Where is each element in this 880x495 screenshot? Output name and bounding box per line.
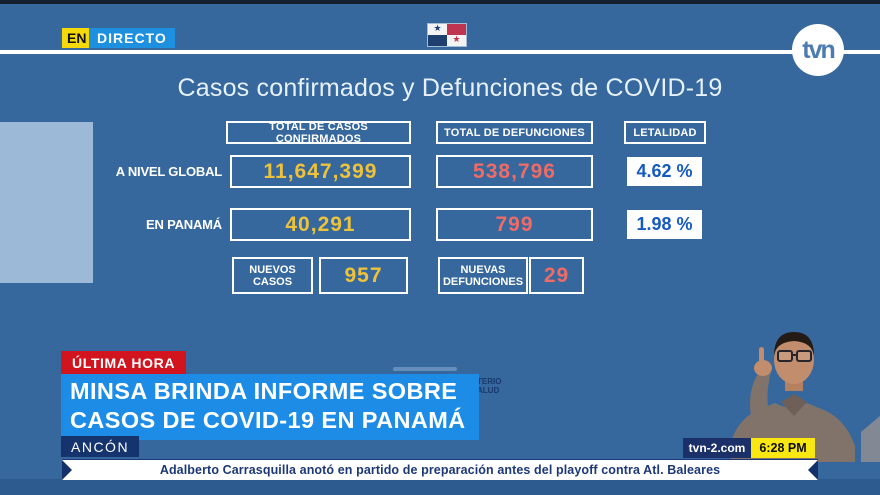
- new-deaths-label: NUEVAS DEFUNCIONES: [442, 263, 524, 288]
- live-badge-en-label: EN: [67, 30, 87, 46]
- panama-flag-icon: ★ ★: [428, 24, 466, 46]
- global-confirmed-value: 11,647,399: [263, 159, 378, 183]
- global-lethality-value: 4.62 %: [636, 161, 693, 181]
- headline-line-2: CASOS DE COVID-19 EN PANAMÁ: [70, 407, 466, 433]
- page-title: Casos confirmados y Defunciones de COVID…: [177, 74, 723, 102]
- interpreter-hair: [774, 332, 814, 356]
- new-cases-value: 957: [344, 263, 383, 287]
- ticker-text: Adalberto Carrasquilla anotó en partido …: [159, 463, 721, 477]
- interpreter-glasses-right: [796, 350, 812, 362]
- location-label: ANCÓN: [71, 438, 130, 455]
- slide-edge-graphic: [0, 122, 93, 283]
- panama-lethality-value: 1.98 %: [636, 214, 693, 234]
- new-deaths-value: 29: [543, 263, 570, 287]
- new-cases-label: NUEVOS CASOS: [249, 263, 296, 288]
- header-divider-line: [0, 50, 880, 54]
- website-badge: tvn-2.com: [683, 438, 751, 458]
- live-badge-directo-label: DIRECTO: [97, 30, 167, 46]
- ticker-chevron-right-icon: [808, 460, 818, 480]
- flag-quadrant-red: [447, 24, 466, 35]
- interpreter-index-finger: [759, 347, 764, 365]
- new-cases-label-box: NUEVOS CASOS: [232, 257, 313, 294]
- new-deaths-label-box: NUEVAS DEFUNCIONES: [438, 257, 528, 294]
- global-lethality-box: 4.62 %: [627, 157, 702, 186]
- tvn-logo-icon: tvn: [792, 24, 844, 76]
- header-total-deaths: TOTAL DE DEFUNCIONES: [436, 121, 593, 144]
- clock-time: 6:28 PM: [759, 441, 807, 455]
- frame-top-edge: [0, 0, 880, 4]
- header-total-confirmed: TOTAL DE CASOS CONFIRMADOS: [226, 121, 411, 145]
- breaking-news-badge: ÚLTIMA HORA: [61, 351, 187, 374]
- global-deaths-value: 538,796: [473, 159, 556, 183]
- frame-bottom-strip: [0, 479, 880, 495]
- panama-confirmed-value: 40,291: [285, 212, 356, 236]
- news-ticker: Adalberto Carrasquilla anotó en partido …: [62, 459, 818, 480]
- panama-deaths-value: 799: [495, 212, 534, 236]
- headline-line-1: MINSA BRINDA INFORME SOBRE: [70, 378, 458, 404]
- flag-red-star: ★: [452, 34, 461, 44]
- breaking-news-label: ÚLTIMA HORA: [72, 354, 176, 371]
- interpreter-arm-edge: [861, 416, 880, 462]
- flag-quadrant-white-blue-star: ★: [428, 24, 447, 35]
- flag-quadrant-blue: [428, 35, 447, 46]
- website-label: tvn-2.com: [688, 441, 746, 455]
- interpreter-raised-sleeve: [750, 372, 771, 416]
- headline-banner: MINSA BRINDA INFORME SOBRE CASOS DE COVI…: [61, 374, 479, 440]
- global-confirmed-box: 11,647,399: [230, 155, 411, 188]
- panama-confirmed-box: 40,291: [230, 208, 411, 241]
- flag-quadrant-white-red-star: ★: [447, 35, 466, 46]
- live-badge-directo: DIRECTO: [89, 28, 175, 48]
- clock-badge: 6:28 PM: [751, 438, 815, 458]
- location-badge: ANCÓN: [61, 436, 140, 457]
- tvn-logo-text: tvn: [802, 35, 835, 64]
- interpreter-head: [774, 336, 814, 384]
- interpreter-glasses-left: [777, 350, 793, 362]
- row-label-global: A NIVEL GLOBAL: [115, 164, 222, 179]
- new-cases-value-box: 957: [319, 257, 408, 294]
- ticker-chevron-left-icon: [62, 460, 72, 480]
- panama-lethality-box: 1.98 %: [627, 210, 702, 239]
- new-deaths-value-box: 29: [529, 257, 584, 294]
- global-deaths-box: 538,796: [436, 155, 593, 188]
- minsa-logo-faint-outline: [393, 367, 457, 371]
- live-badge-en: EN: [62, 28, 92, 48]
- row-label-panama: EN PANAMÁ: [146, 217, 222, 232]
- interpreter-hand: [754, 360, 772, 376]
- header-lethality: LETALIDAD: [624, 121, 706, 144]
- panama-deaths-box: 799: [436, 208, 593, 241]
- minsa-logo-text: TERIO ALUD: [477, 377, 502, 395]
- flag-blue-star: ★: [433, 23, 442, 33]
- interpreter-collar: [781, 394, 807, 416]
